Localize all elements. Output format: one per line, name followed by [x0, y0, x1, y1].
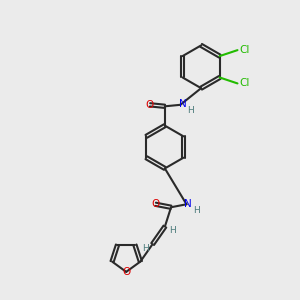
Text: O: O [152, 199, 160, 209]
Text: O: O [122, 267, 130, 277]
Text: O: O [146, 100, 154, 110]
Text: H: H [169, 226, 176, 236]
Text: Cl: Cl [240, 45, 250, 55]
Text: Cl: Cl [240, 78, 250, 88]
Text: N: N [184, 199, 192, 209]
Text: H: H [193, 206, 200, 215]
Text: H: H [187, 106, 194, 115]
Text: H: H [142, 244, 148, 253]
Text: N: N [178, 99, 186, 109]
